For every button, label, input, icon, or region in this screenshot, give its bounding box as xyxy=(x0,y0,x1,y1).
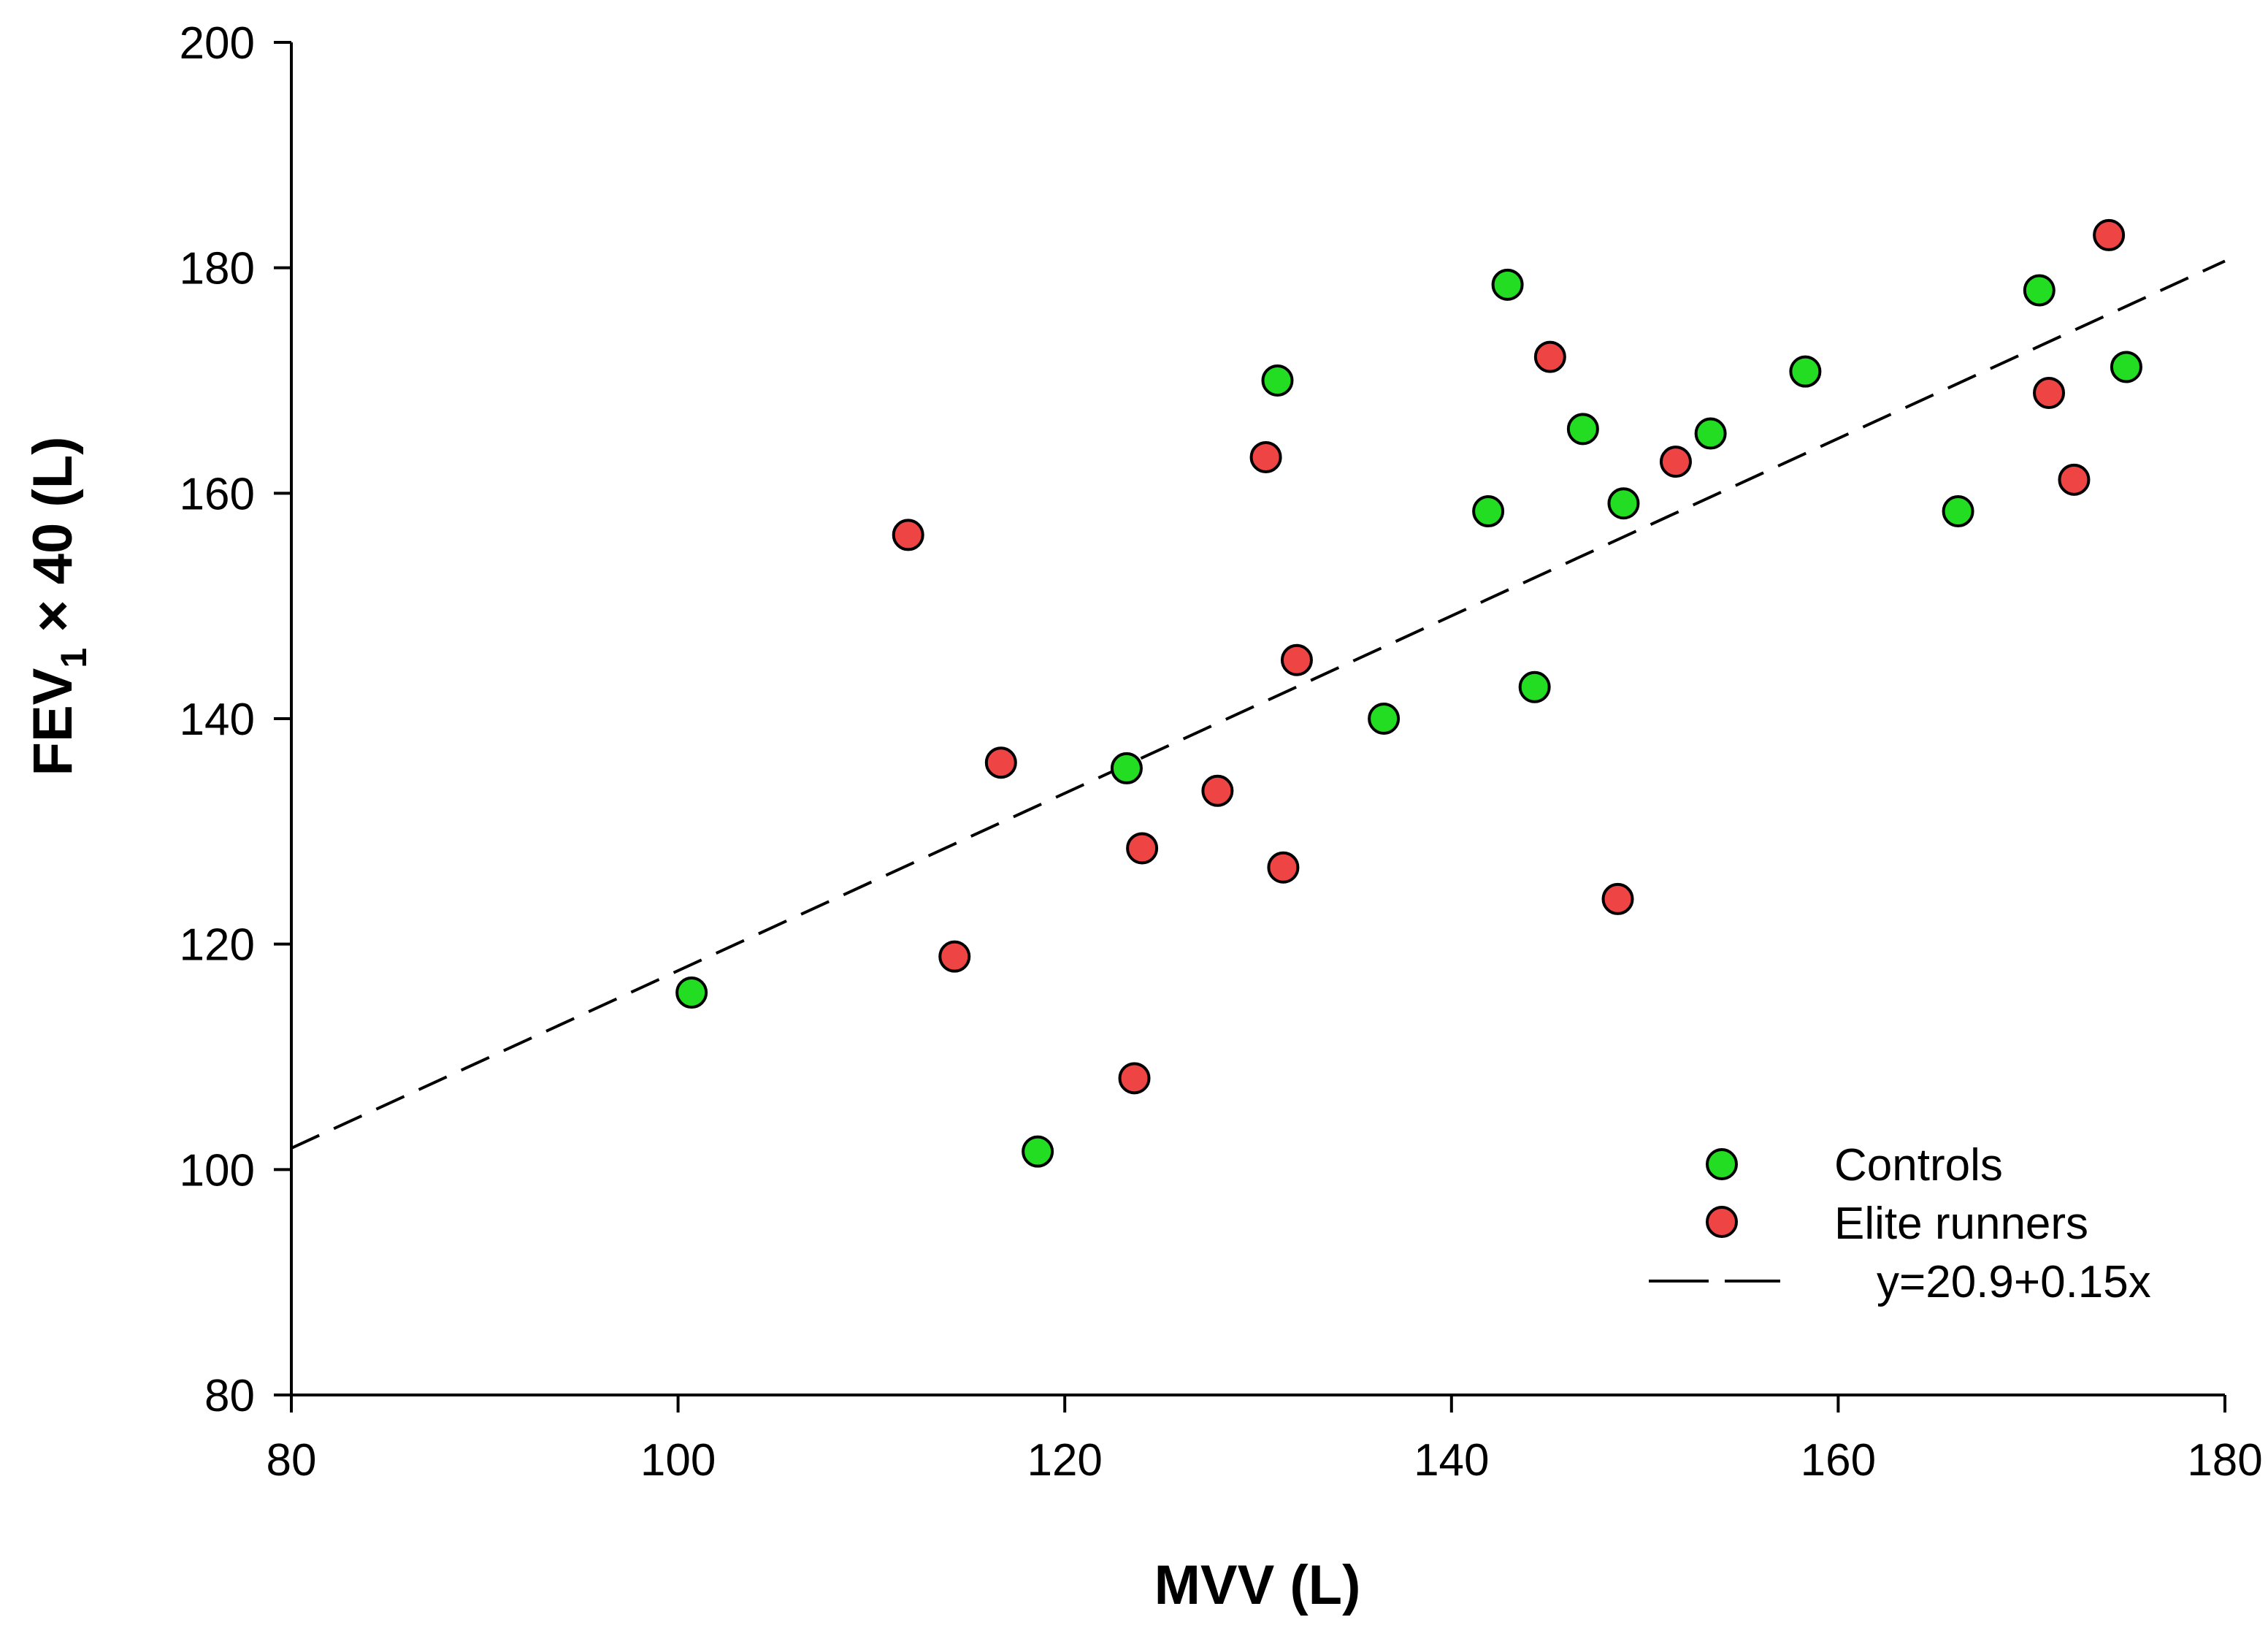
plot-area: 80 100 120 140 160 180 80 100 120 140 160 180 200 xyxy=(180,18,2263,1486)
legend-marker-elite-runners xyxy=(1706,1206,1738,1238)
y-axis-title-suffix: × 40 (L) xyxy=(22,437,84,648)
x-axis-title: MVV (L) xyxy=(1154,1554,1361,1616)
x-tick-label: 160 xyxy=(1801,1435,1876,1486)
y-axis-title-prefix: FEV xyxy=(22,668,84,776)
point-elite-runners xyxy=(892,519,924,551)
point-elite-runners xyxy=(2033,376,2066,409)
point-controls xyxy=(1491,268,1524,301)
y-axis-title-subscript: 1 xyxy=(53,648,94,668)
point-controls xyxy=(1566,413,1599,446)
y-ticks: 80 100 120 140 160 180 200 xyxy=(180,18,291,1421)
point-controls xyxy=(675,976,708,1009)
x-tick-label: 140 xyxy=(1414,1435,1489,1486)
y-axis-title: FEV1 × 40 (L) xyxy=(22,437,94,776)
legend-label-elite-runners: Elite runners xyxy=(1834,1199,2088,1249)
point-controls xyxy=(1368,703,1401,735)
x-ticks: 80 100 120 140 160 180 xyxy=(267,1395,2263,1486)
y-tick-label: 200 xyxy=(180,18,255,69)
y-tick-label: 100 xyxy=(180,1145,255,1196)
legend-label-controls: Controls xyxy=(1834,1140,2003,1190)
point-elite-runners xyxy=(1126,832,1159,865)
legend-marker-controls xyxy=(1706,1148,1738,1180)
point-elite-runners xyxy=(1118,1062,1151,1095)
point-controls xyxy=(1789,355,1822,388)
x-tick-label: 180 xyxy=(2187,1435,2262,1486)
regression-line xyxy=(291,259,2226,1150)
y-tick-label: 120 xyxy=(180,920,255,971)
point-controls xyxy=(1607,487,1640,520)
x-tick-label: 80 xyxy=(267,1435,317,1486)
point-controls xyxy=(1518,670,1551,703)
point-controls xyxy=(1022,1135,1054,1168)
data-points xyxy=(675,218,2142,1168)
point-controls xyxy=(2110,351,2142,383)
legend: Controls Elite runners y=20.9+0.15x xyxy=(1649,1140,2151,1307)
point-elite-runners xyxy=(984,746,1017,779)
point-controls xyxy=(1472,495,1505,528)
point-controls xyxy=(2023,274,2056,307)
y-tick-label: 140 xyxy=(180,695,255,745)
point-elite-runners xyxy=(1659,446,1692,478)
point-elite-runners xyxy=(2093,218,2126,251)
point-elite-runners xyxy=(1280,643,1313,676)
point-controls xyxy=(1942,495,1974,528)
point-elite-runners xyxy=(1533,340,1566,373)
legend-label-fit-line: y=20.9+0.15x xyxy=(1877,1257,2151,1307)
point-elite-runners xyxy=(1249,440,1282,473)
y-tick-label: 160 xyxy=(180,469,255,519)
point-elite-runners xyxy=(1601,882,1634,915)
point-controls xyxy=(1261,364,1294,397)
point-elite-runners xyxy=(1201,774,1234,807)
point-controls xyxy=(1110,752,1143,784)
point-elite-runners xyxy=(2058,463,2091,496)
x-tick-label: 120 xyxy=(1027,1435,1102,1486)
point-controls xyxy=(1694,417,1727,450)
x-tick-label: 100 xyxy=(640,1435,716,1486)
y-tick-label: 180 xyxy=(180,244,255,294)
point-elite-runners xyxy=(938,940,971,973)
point-elite-runners xyxy=(1267,851,1300,884)
y-tick-label: 80 xyxy=(204,1371,255,1421)
